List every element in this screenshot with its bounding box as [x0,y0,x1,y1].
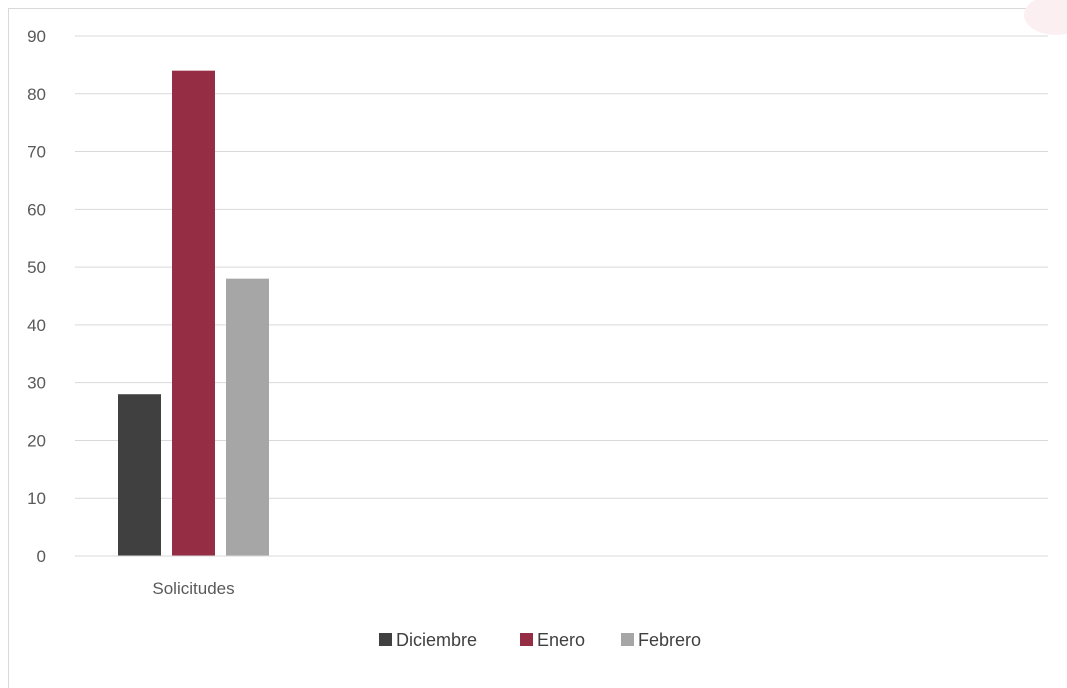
y-tick-label: 20 [27,431,46,450]
y-tick-label: 10 [27,489,46,508]
y-tick-label: 90 [27,27,46,46]
y-tick-label: 50 [27,258,46,277]
legend-label-diciembre: Diciembre [396,630,477,650]
legend-swatch-enero [520,633,533,646]
x-category-label: Solicitudes [152,579,234,598]
chart-frame [8,0,1067,688]
legend-label-enero: Enero [537,630,585,650]
y-tick-label: 30 [27,374,46,393]
legend: Diciembre Enero Febrero [379,630,701,650]
gridlines [75,35,1048,499]
y-tick-label: 0 [37,547,46,566]
bar-febrero [226,278,269,556]
y-tick-label: 70 [27,143,46,162]
bars [118,70,269,557]
y-axis-ticks: 0 10 20 30 40 50 60 70 80 90 [27,27,46,566]
bar-enero [172,70,215,557]
bar-diciembre [118,394,161,556]
legend-swatch-febrero [621,633,634,646]
y-tick-label: 40 [27,316,46,335]
x-axis-ticks: Solicitudes [152,579,234,598]
legend-swatch-diciembre [379,633,392,646]
legend-label-febrero: Febrero [638,630,701,650]
y-tick-label: 80 [27,85,46,104]
y-tick-label: 60 [27,200,46,219]
